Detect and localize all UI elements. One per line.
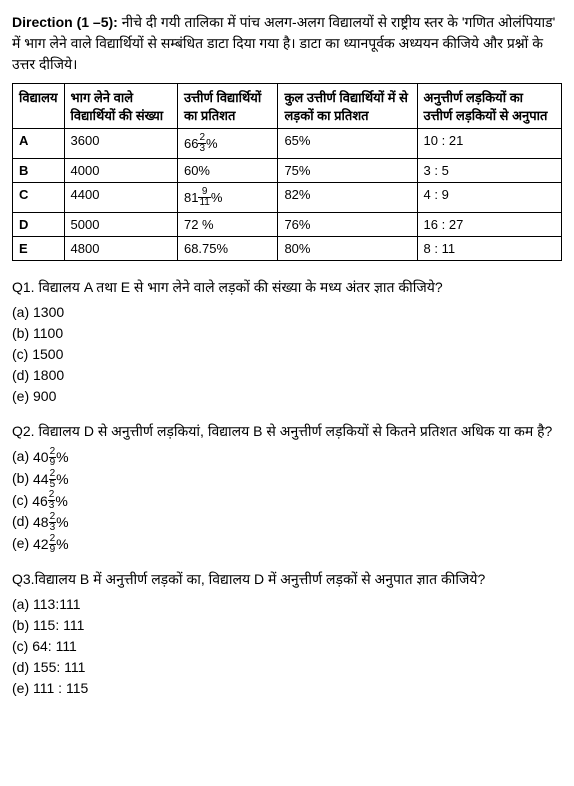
- data-table: विद्यालय भाग लेने वाले विद्यार्थियों की …: [12, 83, 562, 261]
- header-count: भाग लेने वाले विद्यार्थियों की संख्या: [64, 84, 177, 129]
- cell-boys: 80%: [278, 237, 417, 261]
- cell-pass: 60%: [177, 159, 277, 183]
- cell-pass: 6623%: [177, 129, 277, 159]
- cell-pass: 68.75%: [177, 237, 277, 261]
- direction-block: Direction (1 –5): नीचे दी गयी तालिका में…: [12, 12, 562, 75]
- table-row: A36006623%65%10 : 21: [13, 129, 562, 159]
- cell-ratio: 8 : 11: [417, 237, 561, 261]
- question-1-text: Q1. विद्यालय A तथा E से भाग लेने वाले लड…: [12, 277, 562, 298]
- option: (b) 115: 111: [12, 615, 562, 636]
- header-ratio: अनुत्तीर्ण लड़कियों का उत्तीर्ण लड़कियों…: [417, 84, 561, 129]
- option: (d) 155: 111: [12, 657, 562, 678]
- table-row: B400060%75%3 : 5: [13, 159, 562, 183]
- option: (e) 900: [12, 386, 562, 407]
- option: (c) 1500: [12, 344, 562, 365]
- option: (b) 1100: [12, 323, 562, 344]
- direction-label: Direction (1 –5):: [12, 14, 118, 30]
- question-3-options: (a) 113:111(b) 115: 111(c) 64: 111(d) 15…: [12, 594, 562, 699]
- cell-boys: 75%: [278, 159, 417, 183]
- cell-ratio: 3 : 5: [417, 159, 561, 183]
- question-2-text: Q2. विद्यालय D से अनुत्तीर्ण लड़कियां, व…: [12, 421, 562, 442]
- cell-ratio: 4 : 9: [417, 183, 561, 213]
- cell-pass: 72 %: [177, 213, 277, 237]
- table-row: E480068.75%80%8 : 11: [13, 237, 562, 261]
- header-boys: कुल उत्तीर्ण विद्यार्थियों में से लड़कों…: [278, 84, 417, 129]
- question-2: Q2. विद्यालय D से अनुत्तीर्ण लड़कियां, व…: [12, 421, 562, 555]
- cell-school: A: [13, 129, 65, 159]
- option: (e) 111 : 115: [12, 678, 562, 699]
- question-3: Q3.विद्यालय B में अनुत्तीर्ण लड़कों का, …: [12, 569, 562, 699]
- question-2-options: (a) 4029%(b) 4425%(c) 4623%(d) 4823%(e) …: [12, 446, 562, 555]
- question-1-options: (a) 1300(b) 1100(c) 1500(d) 1800(e) 900: [12, 302, 562, 407]
- cell-count: 4400: [64, 183, 177, 213]
- option: (d) 4823%: [12, 511, 562, 533]
- cell-school: C: [13, 183, 65, 213]
- option: (e) 4229%: [12, 533, 562, 555]
- option: (c) 4623%: [12, 490, 562, 512]
- table-header-row: विद्यालय भाग लेने वाले विद्यार्थियों की …: [13, 84, 562, 129]
- cell-count: 3600: [64, 129, 177, 159]
- option: (a) 1300: [12, 302, 562, 323]
- cell-pass: 81911%: [177, 183, 277, 213]
- table-row: D500072 %76%16 : 27: [13, 213, 562, 237]
- header-pass: उत्तीर्ण विद्यार्थियों का प्रतिशत: [177, 84, 277, 129]
- cell-boys: 65%: [278, 129, 417, 159]
- option: (d) 1800: [12, 365, 562, 386]
- option: (c) 64: 111: [12, 636, 562, 657]
- header-school: विद्यालय: [13, 84, 65, 129]
- cell-boys: 76%: [278, 213, 417, 237]
- cell-school: D: [13, 213, 65, 237]
- cell-ratio: 10 : 21: [417, 129, 561, 159]
- table-row: C440081911%82%4 : 9: [13, 183, 562, 213]
- cell-school: B: [13, 159, 65, 183]
- cell-boys: 82%: [278, 183, 417, 213]
- cell-count: 5000: [64, 213, 177, 237]
- question-3-text: Q3.विद्यालय B में अनुत्तीर्ण लड़कों का, …: [12, 569, 562, 590]
- question-1: Q1. विद्यालय A तथा E से भाग लेने वाले लड…: [12, 277, 562, 407]
- option: (b) 4425%: [12, 468, 562, 490]
- cell-ratio: 16 : 27: [417, 213, 561, 237]
- cell-school: E: [13, 237, 65, 261]
- option: (a) 4029%: [12, 446, 562, 468]
- option: (a) 113:111: [12, 594, 562, 615]
- cell-count: 4000: [64, 159, 177, 183]
- cell-count: 4800: [64, 237, 177, 261]
